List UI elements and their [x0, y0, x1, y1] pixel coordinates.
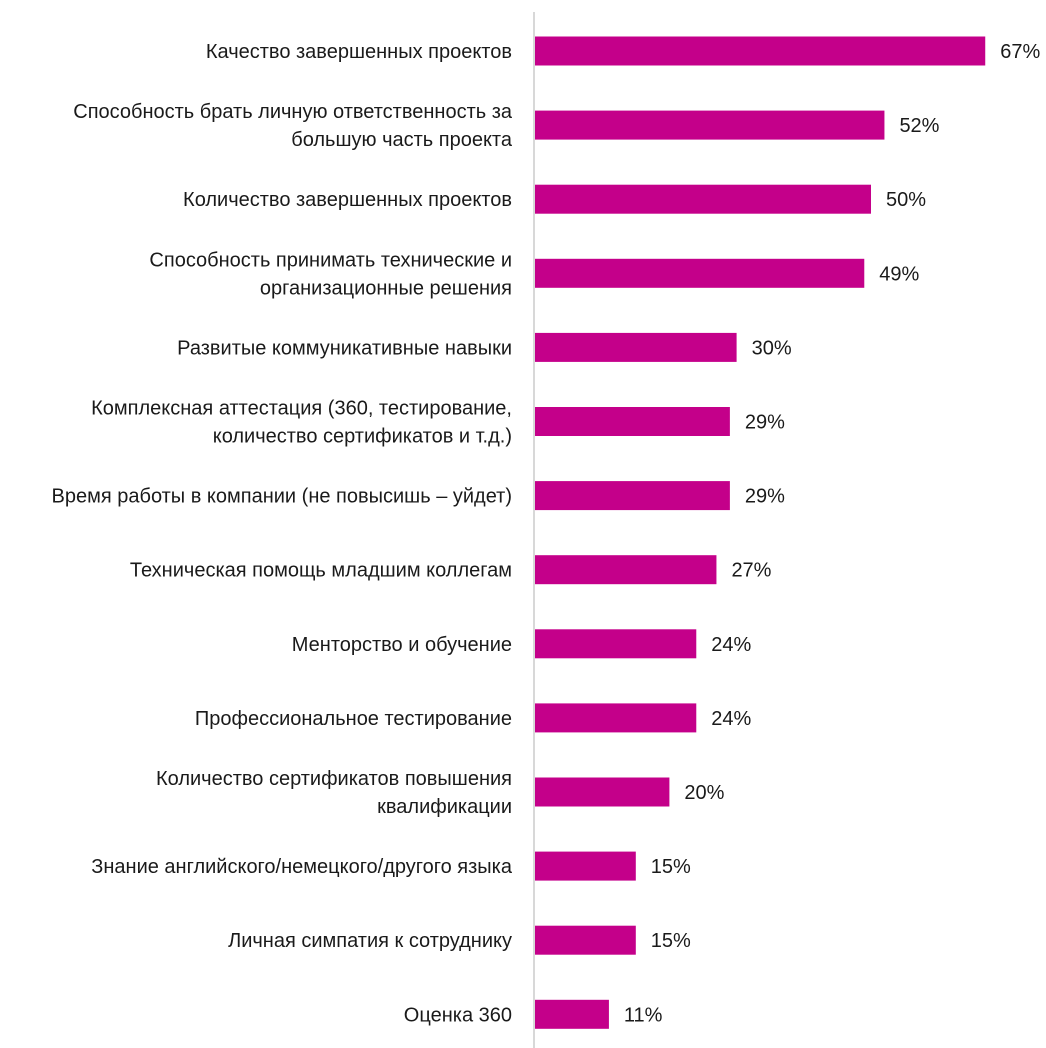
category-label-line: Личная симпатия к сотруднику	[228, 930, 512, 952]
bar-row: Профессиональное тестирование 24%	[195, 703, 752, 733]
value-label: 27%	[731, 560, 771, 582]
bar	[535, 851, 636, 881]
value-label: 24%	[711, 634, 751, 656]
category-label: Комплексная аттестация (360, тестировани…	[91, 398, 512, 448]
category-label-line: Менторство и обучение	[292, 634, 512, 656]
value-label: 49%	[879, 263, 919, 285]
bar-row: Оценка 360 11%	[404, 999, 663, 1029]
bar-row: Качество завершенных проектов 67%	[206, 36, 1040, 66]
category-label-line: Способность принимать технические и	[149, 249, 512, 271]
bar-row: Способность брать личную ответственность…	[73, 101, 939, 151]
value-label: 20%	[684, 782, 724, 804]
bar	[535, 407, 730, 436]
bar	[535, 481, 730, 511]
category-label: Знание английского/немецкого/другого язы…	[91, 856, 513, 878]
bar-row: Личная симпатия к сотруднику 15%	[228, 925, 691, 955]
bar	[535, 110, 885, 140]
value-label: 67%	[1000, 41, 1040, 63]
value-label: 15%	[651, 930, 691, 952]
value-label: 15%	[651, 856, 691, 878]
category-label-line: большую часть проекта	[291, 129, 513, 151]
bar	[535, 184, 871, 214]
value-label: 29%	[745, 412, 785, 434]
value-label: 29%	[745, 486, 785, 508]
bar-row: Менторство и обучение 24%	[292, 629, 752, 659]
category-label: Техническая помощь младшим коллегам	[130, 560, 512, 582]
bar-row: Развитые коммуникативные навыки 30%	[177, 332, 792, 362]
category-label: Способность принимать технические и орган…	[149, 249, 512, 299]
value-label: 24%	[711, 708, 751, 730]
bar-row: Количество завершенных проектов 50%	[183, 184, 926, 214]
category-label: Оценка 360	[404, 1004, 512, 1026]
category-label-line: Количество завершенных проектов	[183, 189, 512, 211]
category-label: Менторство и обучение	[292, 634, 512, 656]
category-label: Время работы в компании (не повысишь – у…	[52, 486, 512, 508]
category-label-line: Профессиональное тестирование	[195, 708, 512, 730]
bar-row: Количество сертификатов повышения квалифи…	[156, 768, 725, 818]
category-label: Способность брать личную ответственность…	[73, 101, 513, 151]
category-label-line: Качество завершенных проектов	[206, 41, 512, 63]
bar	[535, 332, 737, 362]
bar	[535, 555, 717, 585]
category-label-line: Время работы в компании (не повысишь – у…	[52, 486, 512, 508]
category-label-line: Оценка 360	[404, 1004, 512, 1026]
category-label-line: количество сертификатов и т.д.)	[213, 426, 512, 448]
category-label: Развитые коммуникативные навыки	[177, 337, 512, 359]
bar-row: Знание английского/немецкого/другого язы…	[91, 851, 691, 881]
bar-row: Способность принимать технические и орган…	[149, 249, 919, 299]
category-label-line: Техническая помощь младшим коллегам	[130, 560, 512, 582]
category-label: Качество завершенных проектов	[206, 41, 512, 63]
value-label: 52%	[899, 115, 939, 137]
category-label-line: Комплексная аттестация (360, тестировани…	[91, 398, 512, 420]
bar	[535, 258, 865, 288]
category-label-line: Способность брать личную ответственность…	[73, 101, 513, 123]
category-label-line: Количество сертификатов повышения	[156, 768, 512, 790]
bar	[535, 777, 670, 807]
bar-row: Техническая помощь младшим коллегам 27%	[130, 555, 772, 585]
category-label-line: организационные решения	[260, 277, 512, 299]
category-label: Количество завершенных проектов	[183, 189, 512, 211]
chart-rows: Качество завершенных проектов 67% Способно…	[52, 36, 1040, 1029]
category-label-line: квалификации	[377, 796, 512, 818]
category-label-line: Развитые коммуникативные навыки	[177, 337, 512, 359]
bar-row: Время работы в компании (не повысишь – у…	[52, 481, 785, 511]
value-label: 50%	[886, 189, 926, 211]
value-label: 11%	[624, 1004, 663, 1026]
bar	[535, 703, 697, 733]
category-label: Личная симпатия к сотруднику	[228, 930, 512, 952]
bar	[535, 925, 636, 955]
bar	[535, 629, 697, 659]
bar-row: Комплексная аттестация (360, тестировани…	[91, 398, 785, 448]
bar	[535, 999, 609, 1029]
category-label-line: Знание английского/немецкого/другого язы…	[91, 856, 513, 878]
bar	[535, 36, 986, 66]
value-label: 30%	[752, 337, 792, 359]
category-label: Количество сертификатов повышения квалифи…	[156, 768, 512, 818]
category-label: Профессиональное тестирование	[195, 708, 512, 730]
